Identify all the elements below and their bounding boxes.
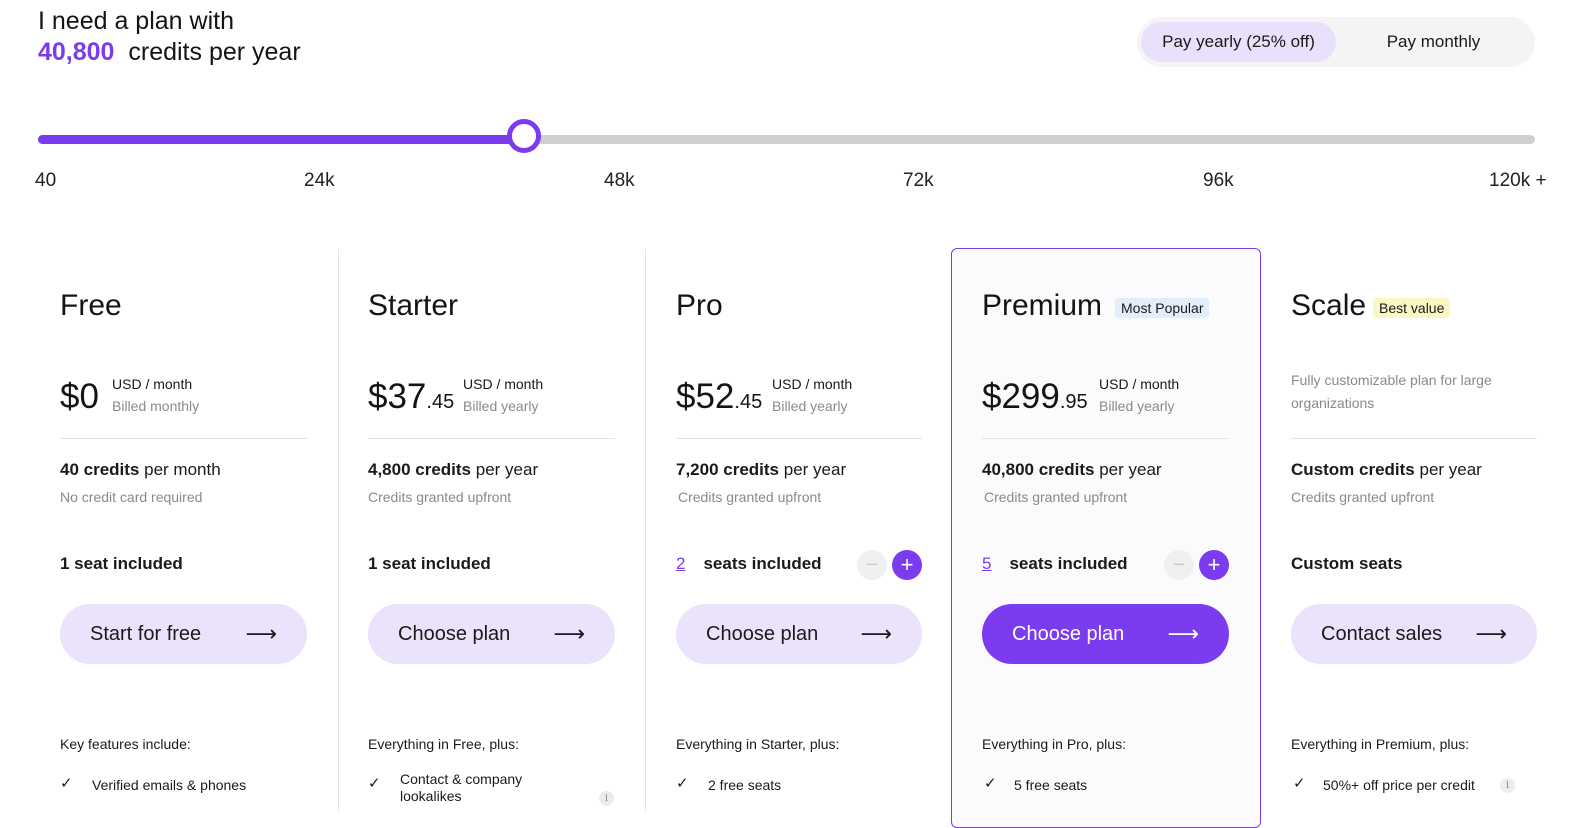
plan-price: $0	[60, 377, 99, 416]
arrow-right-icon: ⟶	[1475, 621, 1507, 646]
info-icon[interactable]: i	[599, 791, 614, 806]
price-unit: USD / month	[772, 376, 853, 392]
price-unit: USD / month	[463, 376, 544, 392]
cta-label: Start for free	[90, 622, 202, 645]
premium-highlight-frame	[951, 248, 1261, 828]
credits-note: No credit card required	[60, 489, 203, 505]
seat-count[interactable]: 2	[676, 554, 686, 573]
features-title: Everything in Premium, plus:	[1291, 736, 1470, 752]
slider-tick: 96k	[1203, 170, 1234, 191]
choose-plan-button-premium[interactable]: Choose plan ⟶	[982, 604, 1229, 664]
cta-label: Contact sales	[1321, 622, 1443, 645]
column-divider	[338, 249, 339, 810]
credits-slider-thumb[interactable]	[506, 119, 541, 153]
check-icon: ✓	[676, 775, 689, 792]
billing-note: Billed yearly	[463, 398, 539, 414]
card-divider	[982, 438, 1229, 439]
plan-heading: I need a plan with 40,800 credits per ye…	[38, 6, 301, 68]
plan-name: Pro	[676, 289, 723, 322]
check-icon: ✓	[1293, 775, 1306, 792]
credits-note: Credits granted upfront	[678, 489, 822, 505]
heading-credits-line: 40,800 credits per year	[38, 37, 301, 68]
card-divider	[368, 438, 615, 439]
plan-credits: 40,800 credits per year	[982, 460, 1162, 479]
cta-label: Choose plan	[1012, 622, 1125, 645]
card-divider	[676, 438, 922, 439]
seats-included: 5 seats included	[982, 554, 1128, 573]
seats-included: 2 seats included	[676, 554, 822, 573]
price-unit: USD / month	[112, 376, 193, 392]
seat-count[interactable]: 5	[982, 554, 992, 573]
features-title: Everything in Starter, plus:	[676, 736, 840, 752]
choose-plan-button-pro[interactable]: Choose plan ⟶	[676, 604, 922, 664]
arrow-right-icon: ⟶	[245, 621, 277, 646]
credits-slider-track[interactable]	[38, 135, 1535, 144]
slider-tick: 120k +	[1489, 170, 1547, 191]
billing-note: Billed yearly	[772, 398, 848, 414]
credits-slider-fill	[38, 135, 524, 144]
price-unit: USD / month	[1099, 376, 1180, 392]
slider-tick: 40	[35, 170, 57, 191]
plan-description: Fully customizable plan for large organi…	[1291, 372, 1492, 411]
credits-value: 40,800	[38, 38, 115, 66]
plan-credits: 40 credits per month	[60, 460, 221, 479]
pay-yearly-option[interactable]: Pay yearly (25% off)	[1141, 22, 1336, 62]
billing-note: Billed monthly	[112, 398, 200, 414]
contact-sales-button[interactable]: Contact sales ⟶	[1291, 604, 1537, 664]
most-popular-badge: Most Popular	[1115, 298, 1210, 318]
plan-credits: 4,800 credits per year	[368, 460, 539, 479]
card-divider	[1291, 438, 1537, 439]
best-value-badge: Best value	[1373, 298, 1451, 318]
info-icon[interactable]: i	[1500, 778, 1515, 793]
minus-icon[interactable]: −	[1164, 550, 1194, 580]
plan-name: Scale	[1291, 289, 1367, 322]
card-divider	[60, 438, 308, 439]
slider-tick: 72k	[903, 170, 934, 191]
features-title: Key features include:	[60, 736, 191, 752]
billing-toggle: Pay yearly (25% off) Pay monthly	[1137, 17, 1535, 67]
features-title: Everything in Free, plus:	[368, 736, 519, 752]
pay-monthly-option[interactable]: Pay monthly	[1386, 32, 1481, 51]
credits-note: Credits granted upfront	[984, 489, 1128, 505]
seats-included: Custom seats	[1291, 554, 1403, 573]
slider-tick: 48k	[604, 170, 635, 191]
minus-icon[interactable]: −	[857, 550, 887, 580]
plan-name: Free	[60, 289, 122, 322]
seats-included: 1 seat included	[60, 554, 183, 573]
choose-plan-button-starter[interactable]: Choose plan ⟶	[368, 604, 615, 664]
plus-icon[interactable]: +	[1199, 550, 1229, 580]
check-icon: ✓	[984, 775, 997, 792]
check-icon: ✓	[368, 775, 381, 792]
plan-credits: 7,200 credits per year	[676, 460, 847, 479]
arrow-right-icon: ⟶	[860, 621, 892, 646]
plus-icon[interactable]: +	[892, 550, 922, 580]
slider-tick: 24k	[304, 170, 335, 191]
start-for-free-button[interactable]: Start for free ⟶	[60, 604, 307, 664]
plan-price: $52.45	[676, 377, 763, 416]
arrow-right-icon: ⟶	[1167, 621, 1199, 646]
check-icon: ✓	[60, 775, 73, 792]
plan-name: Starter	[368, 289, 459, 322]
credits-note: Credits granted upfront	[1291, 489, 1435, 505]
heading-line1: I need a plan with	[38, 7, 234, 35]
cta-label: Choose plan	[398, 622, 511, 645]
seats-included: 1 seat included	[368, 554, 491, 573]
arrow-right-icon: ⟶	[553, 621, 585, 646]
plan-name: Premium	[982, 289, 1103, 322]
plan-credits: Custom credits per year	[1291, 460, 1482, 479]
plan-price: $37.45	[368, 377, 455, 416]
cta-label: Choose plan	[706, 622, 819, 645]
credits-suffix: credits per year	[128, 38, 301, 66]
credits-note: Credits granted upfront	[368, 489, 512, 505]
column-divider	[645, 249, 646, 810]
features-title: Everything in Pro, plus:	[982, 736, 1126, 752]
billing-note: Billed yearly	[1099, 398, 1175, 414]
plan-price: $299.95	[982, 377, 1088, 416]
